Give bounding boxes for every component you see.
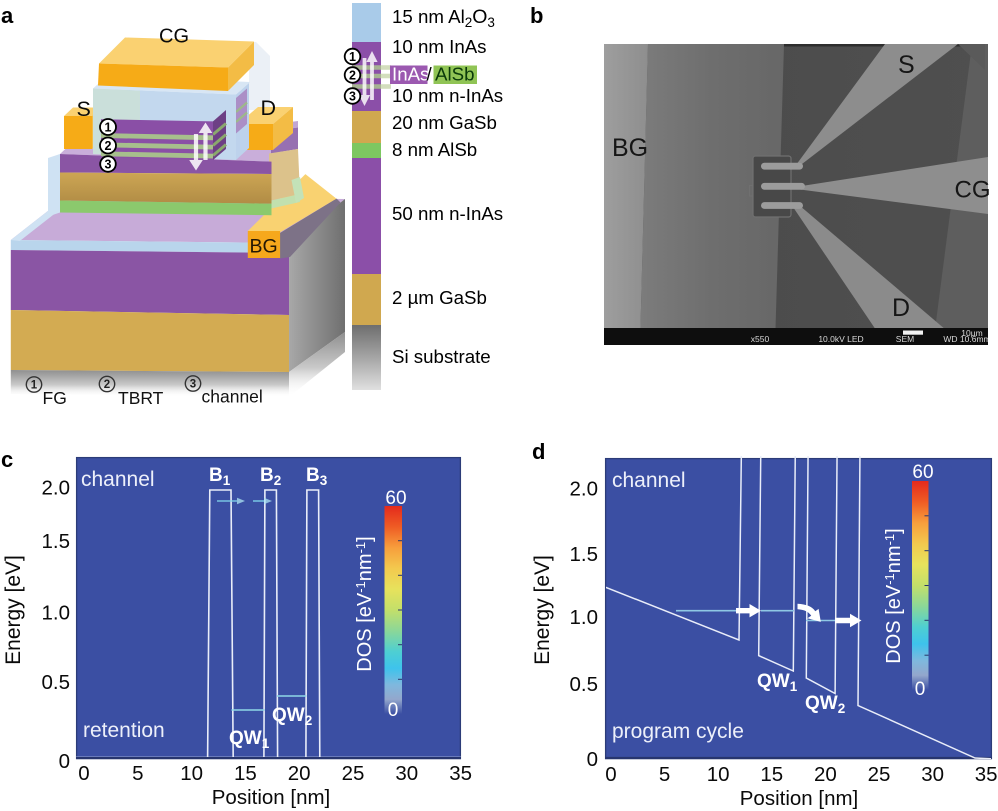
- svg-text:20: 20: [814, 763, 837, 786]
- svg-text:S: S: [77, 97, 91, 121]
- svg-text:1: 1: [105, 121, 112, 135]
- svg-text:a: a: [1, 3, 14, 28]
- svg-text:channel: channel: [81, 468, 155, 491]
- svg-text:35: 35: [975, 763, 998, 786]
- svg-text:20 nm GaSb: 20 nm GaSb: [392, 112, 497, 133]
- svg-text:D: D: [261, 96, 277, 120]
- svg-text:1.0: 1.0: [570, 606, 599, 629]
- svg-text:2 µm GaSb: 2 µm GaSb: [392, 287, 487, 308]
- svg-text:30: 30: [921, 763, 944, 786]
- svg-text:25: 25: [868, 763, 891, 786]
- svg-text:Energy [eV]: Energy [eV]: [531, 555, 554, 665]
- svg-text:1.5: 1.5: [42, 530, 71, 553]
- svg-text:3: 3: [105, 158, 112, 172]
- svg-text:retention: retention: [83, 719, 165, 742]
- svg-text:Energy [eV]: Energy [eV]: [2, 555, 25, 665]
- svg-text:0: 0: [915, 679, 926, 700]
- svg-text:D: D: [892, 294, 910, 322]
- svg-text:0.5: 0.5: [42, 671, 71, 694]
- svg-text:2.0: 2.0: [570, 478, 599, 501]
- svg-text:25: 25: [342, 762, 365, 785]
- svg-text:AlSb: AlSb: [435, 64, 474, 85]
- svg-text:/: /: [427, 64, 433, 85]
- svg-text:DOS [eV-1nm-1]: DOS [eV-1nm-1]: [353, 536, 376, 671]
- svg-text:c: c: [1, 447, 13, 472]
- svg-text:10: 10: [180, 762, 203, 785]
- svg-text:15 nm Al2O3: 15 nm Al2O3: [392, 6, 495, 30]
- svg-text:channel: channel: [202, 387, 263, 407]
- svg-text:10µm: 10µm: [961, 328, 982, 338]
- svg-text:Si substrate: Si substrate: [392, 346, 491, 367]
- svg-text:1: 1: [349, 50, 356, 64]
- svg-text:QW2: QW2: [805, 693, 845, 716]
- svg-text:QW1: QW1: [229, 728, 270, 751]
- svg-text:CG: CG: [955, 177, 991, 204]
- svg-text:1: 1: [31, 380, 38, 392]
- svg-text:2: 2: [105, 139, 112, 153]
- svg-text:60: 60: [385, 488, 406, 509]
- svg-text:15: 15: [760, 763, 783, 786]
- svg-text:0.5: 0.5: [570, 673, 599, 696]
- svg-text:TBRT: TBRT: [118, 388, 164, 408]
- svg-text:b: b: [530, 3, 543, 28]
- svg-text:d: d: [532, 439, 545, 464]
- svg-text:3: 3: [349, 90, 356, 104]
- svg-text:8 nm AlSb: 8 nm AlSb: [392, 139, 477, 160]
- svg-text:2: 2: [349, 69, 356, 83]
- svg-text:Position [nm]: Position [nm]: [740, 787, 859, 810]
- svg-text:5: 5: [132, 762, 143, 785]
- svg-text:2.0: 2.0: [42, 477, 71, 500]
- svg-text:10: 10: [707, 763, 730, 786]
- svg-text:3: 3: [190, 379, 196, 391]
- svg-text:1.5: 1.5: [570, 543, 599, 566]
- svg-text:0: 0: [605, 763, 616, 786]
- svg-text:0: 0: [78, 762, 89, 785]
- svg-text:Position [nm]: Position [nm]: [212, 786, 331, 809]
- svg-text:QW2: QW2: [272, 705, 312, 728]
- svg-text:20: 20: [288, 762, 311, 785]
- svg-text:0: 0: [388, 700, 399, 721]
- svg-text:BG: BG: [612, 134, 648, 162]
- svg-text:15: 15: [234, 762, 257, 785]
- svg-text:program cycle: program cycle: [612, 720, 744, 743]
- svg-text:QW1: QW1: [757, 671, 798, 694]
- svg-text:InAs: InAs: [392, 64, 429, 85]
- svg-text:0: 0: [59, 750, 70, 773]
- svg-text:0: 0: [587, 748, 598, 771]
- svg-text:FG: FG: [43, 388, 67, 408]
- svg-text:CG: CG: [159, 26, 189, 48]
- svg-text:60: 60: [912, 462, 933, 483]
- svg-text:BG: BG: [250, 236, 278, 258]
- svg-text:10.0kV LED: 10.0kV LED: [818, 334, 863, 344]
- svg-text:S: S: [898, 51, 915, 79]
- svg-text:2: 2: [104, 379, 110, 391]
- svg-text:channel: channel: [612, 469, 686, 492]
- svg-text:x550: x550: [751, 334, 770, 344]
- svg-text:1.0: 1.0: [42, 602, 71, 625]
- svg-text:DOS [eV-1nm-1]: DOS [eV-1nm-1]: [882, 528, 905, 663]
- svg-text:35: 35: [449, 762, 472, 785]
- svg-text:5: 5: [659, 763, 670, 786]
- svg-text:30: 30: [395, 762, 418, 785]
- svg-text:10 nm InAs: 10 nm InAs: [392, 36, 487, 57]
- svg-text:SEM: SEM: [896, 334, 914, 344]
- svg-text:WD 10.6mm: WD 10.6mm: [943, 334, 990, 344]
- svg-text:50 nm n-InAs: 50 nm n-InAs: [392, 203, 503, 224]
- svg-text:10 nm n-InAs: 10 nm n-InAs: [392, 85, 503, 106]
